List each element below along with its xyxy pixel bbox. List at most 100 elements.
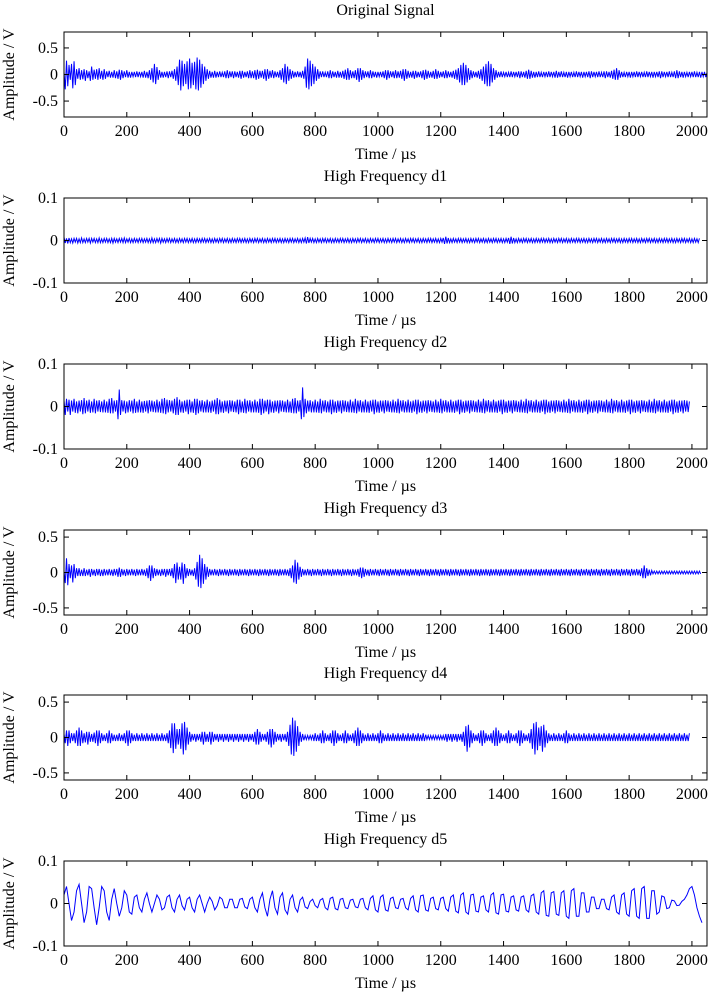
x-tick-label: 800 [303, 289, 327, 306]
subplot-6: High Frequency d5 0 200 400 600 800 1000 1200 14… [1, 831, 708, 992]
x-tick-label: 1000 [362, 621, 394, 638]
subplot-3: High Frequency d2 0 200 400 600 800 1000 1200 14… [1, 334, 708, 495]
x-tick-label: 1400 [488, 621, 520, 638]
x-tick-label: 1200 [425, 455, 457, 472]
subplot-1: Original Signal 0 200 400 600 800 1000 1200 1400… [1, 2, 708, 163]
x-tick-label: 1600 [550, 786, 582, 803]
y-tick-label: -0.5 [33, 600, 58, 617]
y-tick-label: 0.5 [38, 694, 58, 711]
series-line-1 [64, 235, 700, 245]
y-tick-label: -0.5 [33, 93, 58, 110]
x-tick-label: 2000 [676, 786, 708, 803]
y-axis-label: Amplitude / V [1, 691, 18, 784]
x-tick-label: 1600 [550, 621, 582, 638]
x-tick-label: 400 [178, 289, 202, 306]
x-tick-label: 800 [303, 621, 327, 638]
x-tick-label: 0 [60, 289, 68, 306]
x-tick-label: 600 [240, 621, 264, 638]
subplot-title: High Frequency d4 [324, 665, 448, 682]
x-tick-label: 1400 [488, 786, 520, 803]
y-tick-label: -0.1 [33, 938, 58, 955]
x-tick-label: 1200 [425, 786, 457, 803]
y-tick-label: 0 [50, 565, 58, 582]
x-tick-label: 200 [115, 952, 139, 969]
series-line-1 [64, 717, 690, 756]
y-tick-label: 0.5 [38, 529, 58, 546]
y-tick-label: -0.1 [33, 275, 58, 292]
x-tick-label: 1200 [425, 621, 457, 638]
x-tick-label: 2000 [676, 621, 708, 638]
x-tick-label: 400 [178, 786, 202, 803]
subplot-title: High Frequency d5 [324, 831, 448, 848]
x-tick-label: 200 [115, 455, 139, 472]
x-tick-label: 0 [60, 621, 68, 638]
series-line-1 [64, 387, 690, 420]
subplot-5: High Frequency d4 0 200 400 600 800 1000 1200 14… [1, 665, 708, 826]
x-tick-label: 1600 [550, 455, 582, 472]
x-tick-label: 1600 [550, 123, 582, 140]
x-axis-label: Time / µs [355, 146, 416, 163]
y-tick-label: 0.5 [38, 40, 58, 57]
x-tick-label: 1800 [613, 786, 645, 803]
x-tick-label: 1800 [613, 952, 645, 969]
x-tick-label: 0 [60, 786, 68, 803]
x-tick-label: 1000 [362, 123, 394, 140]
subplot-2: High Frequency d1 0 200 400 600 800 1000 1200 14… [1, 168, 708, 329]
x-tick-label: 800 [303, 786, 327, 803]
x-tick-label: 0 [60, 455, 68, 472]
x-tick-label: 1600 [550, 289, 582, 306]
y-tick-label: 0 [50, 67, 58, 84]
x-axis-label: Time / µs [355, 478, 416, 495]
x-tick-label: 2000 [676, 289, 708, 306]
subplot-4: High Frequency d3 0 200 400 600 800 1000 1200 14… [1, 500, 708, 661]
y-axis-label: Amplitude / V [1, 194, 18, 287]
x-axis-label: Time / µs [355, 975, 416, 992]
x-tick-label: 1400 [488, 123, 520, 140]
y-axis-label: Amplitude / V [1, 360, 18, 453]
x-tick-label: 600 [240, 786, 264, 803]
subplot-title: Original Signal [336, 2, 435, 19]
y-tick-label: 0.1 [38, 190, 58, 207]
series-line-1 [64, 554, 702, 589]
x-tick-label: 800 [303, 123, 327, 140]
x-tick-label: 800 [303, 952, 327, 969]
x-tick-label: 200 [115, 123, 139, 140]
x-tick-label: 1800 [613, 455, 645, 472]
x-tick-label: 1000 [362, 952, 394, 969]
x-tick-label: 1200 [425, 123, 457, 140]
x-tick-label: 400 [178, 123, 202, 140]
x-tick-label: 2000 [676, 952, 708, 969]
y-axis-label: Amplitude / V [1, 28, 18, 121]
y-tick-label: 0 [50, 233, 58, 250]
x-tick-label: 1000 [362, 786, 394, 803]
x-tick-label: 400 [178, 621, 202, 638]
x-tick-label: 1200 [425, 289, 457, 306]
x-tick-label: 1000 [362, 289, 394, 306]
y-axis-label: Amplitude / V [1, 526, 18, 619]
subplot-title: High Frequency d1 [324, 168, 448, 185]
x-tick-label: 1000 [362, 455, 394, 472]
x-tick-label: 400 [178, 455, 202, 472]
x-tick-label: 1800 [613, 289, 645, 306]
x-tick-label: 800 [303, 455, 327, 472]
x-tick-label: 0 [60, 123, 68, 140]
x-tick-label: 600 [240, 952, 264, 969]
subplot-title: High Frequency d2 [324, 334, 448, 351]
x-tick-label: 600 [240, 455, 264, 472]
y-tick-label: 0 [50, 399, 58, 416]
subplot-title: High Frequency d3 [324, 500, 448, 517]
series-line-1 [64, 882, 703, 925]
y-tick-label: 0.1 [38, 356, 58, 373]
x-axis-label: Time / µs [355, 644, 416, 661]
x-tick-label: 200 [115, 621, 139, 638]
y-tick-label: -0.5 [33, 765, 58, 782]
x-tick-label: 400 [178, 952, 202, 969]
x-tick-label: 2000 [676, 123, 708, 140]
y-tick-label: -0.1 [33, 441, 58, 458]
x-tick-label: 600 [240, 289, 264, 306]
y-tick-label: 0.1 [38, 853, 58, 870]
x-axis-label: Time / µs [355, 809, 416, 826]
x-tick-label: 1400 [488, 289, 520, 306]
y-axis-label: Amplitude / V [1, 857, 18, 950]
x-tick-label: 200 [115, 289, 139, 306]
